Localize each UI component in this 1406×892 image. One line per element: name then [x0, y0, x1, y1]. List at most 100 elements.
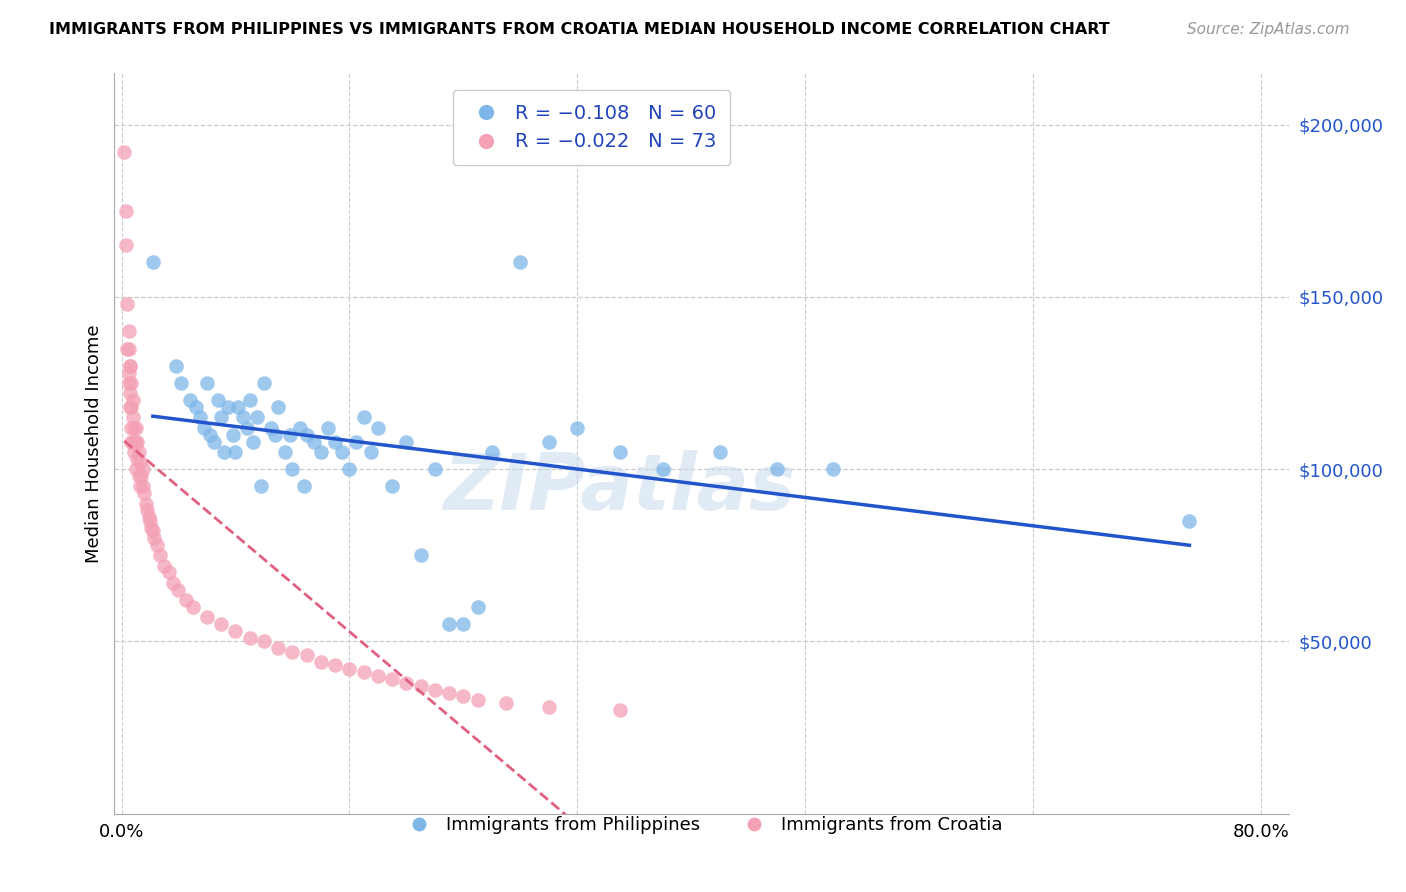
- Text: IMMIGRANTS FROM PHILIPPINES VS IMMIGRANTS FROM CROATIA MEDIAN HOUSEHOLD INCOME C: IMMIGRANTS FROM PHILIPPINES VS IMMIGRANT…: [49, 22, 1109, 37]
- Point: [170, 376, 193, 390]
- Point: [115, 297, 138, 311]
- Point: [165, 359, 187, 373]
- Point: [323, 658, 346, 673]
- Point: [226, 400, 249, 414]
- Point: [120, 400, 142, 414]
- Point: [337, 462, 360, 476]
- Point: [651, 462, 673, 476]
- Point: [239, 631, 262, 645]
- Point: [537, 699, 560, 714]
- Point: [121, 376, 143, 390]
- Point: [181, 599, 204, 614]
- Point: [120, 359, 142, 373]
- Point: [242, 434, 264, 449]
- Point: [295, 427, 318, 442]
- Point: [146, 538, 169, 552]
- Point: [118, 376, 141, 390]
- Point: [114, 203, 136, 218]
- Point: [353, 665, 375, 680]
- Point: [323, 434, 346, 449]
- Point: [367, 669, 389, 683]
- Legend: Immigrants from Philippines, Immigrants from Croatia: Immigrants from Philippines, Immigrants …: [394, 809, 1010, 841]
- Point: [135, 497, 157, 511]
- Point: [274, 445, 297, 459]
- Point: [451, 617, 474, 632]
- Point: [292, 479, 315, 493]
- Point: [278, 427, 301, 442]
- Point: [127, 434, 149, 449]
- Point: [127, 451, 149, 466]
- Point: [118, 342, 141, 356]
- Point: [139, 514, 162, 528]
- Point: [221, 427, 243, 442]
- Point: [195, 610, 218, 624]
- Point: [264, 427, 287, 442]
- Point: [537, 434, 560, 449]
- Point: [423, 682, 446, 697]
- Point: [122, 434, 145, 449]
- Point: [451, 690, 474, 704]
- Point: [495, 697, 517, 711]
- Point: [193, 421, 215, 435]
- Point: [309, 445, 332, 459]
- Text: ZIPatlas: ZIPatlas: [443, 450, 796, 525]
- Point: [132, 479, 155, 493]
- Point: [360, 445, 382, 459]
- Point: [157, 566, 180, 580]
- Point: [198, 427, 221, 442]
- Point: [232, 410, 254, 425]
- Point: [1178, 514, 1201, 528]
- Point: [122, 393, 145, 408]
- Point: [288, 421, 311, 435]
- Point: [115, 342, 138, 356]
- Point: [167, 582, 190, 597]
- Point: [124, 421, 146, 435]
- Point: [346, 434, 368, 449]
- Point: [467, 693, 489, 707]
- Point: [120, 359, 142, 373]
- Point: [395, 434, 418, 449]
- Point: [381, 479, 404, 493]
- Point: [246, 410, 269, 425]
- Point: [142, 524, 165, 538]
- Point: [367, 421, 389, 435]
- Point: [122, 410, 145, 425]
- Point: [143, 531, 166, 545]
- Point: [112, 145, 135, 160]
- Point: [174, 593, 197, 607]
- Point: [381, 672, 404, 686]
- Point: [609, 445, 631, 459]
- Point: [202, 434, 225, 449]
- Point: [134, 486, 156, 500]
- Point: [114, 238, 136, 252]
- Point: [481, 445, 503, 459]
- Point: [153, 558, 176, 573]
- Point: [260, 421, 283, 435]
- Point: [709, 445, 731, 459]
- Point: [823, 462, 845, 476]
- Point: [395, 675, 418, 690]
- Point: [423, 462, 446, 476]
- Point: [267, 641, 290, 656]
- Point: [409, 548, 432, 562]
- Point: [129, 479, 152, 493]
- Point: [184, 400, 207, 414]
- Point: [188, 410, 211, 425]
- Point: [239, 393, 262, 408]
- Point: [353, 410, 375, 425]
- Point: [509, 255, 531, 269]
- Point: [121, 434, 143, 449]
- Point: [437, 686, 460, 700]
- Point: [125, 421, 148, 435]
- Point: [138, 510, 160, 524]
- Point: [118, 366, 141, 380]
- Point: [207, 393, 229, 408]
- Y-axis label: Median Household Income: Median Household Income: [86, 324, 103, 563]
- Point: [609, 703, 631, 717]
- Point: [128, 445, 150, 459]
- Point: [121, 421, 143, 435]
- Point: [179, 393, 201, 408]
- Point: [309, 655, 332, 669]
- Point: [125, 462, 148, 476]
- Point: [224, 445, 246, 459]
